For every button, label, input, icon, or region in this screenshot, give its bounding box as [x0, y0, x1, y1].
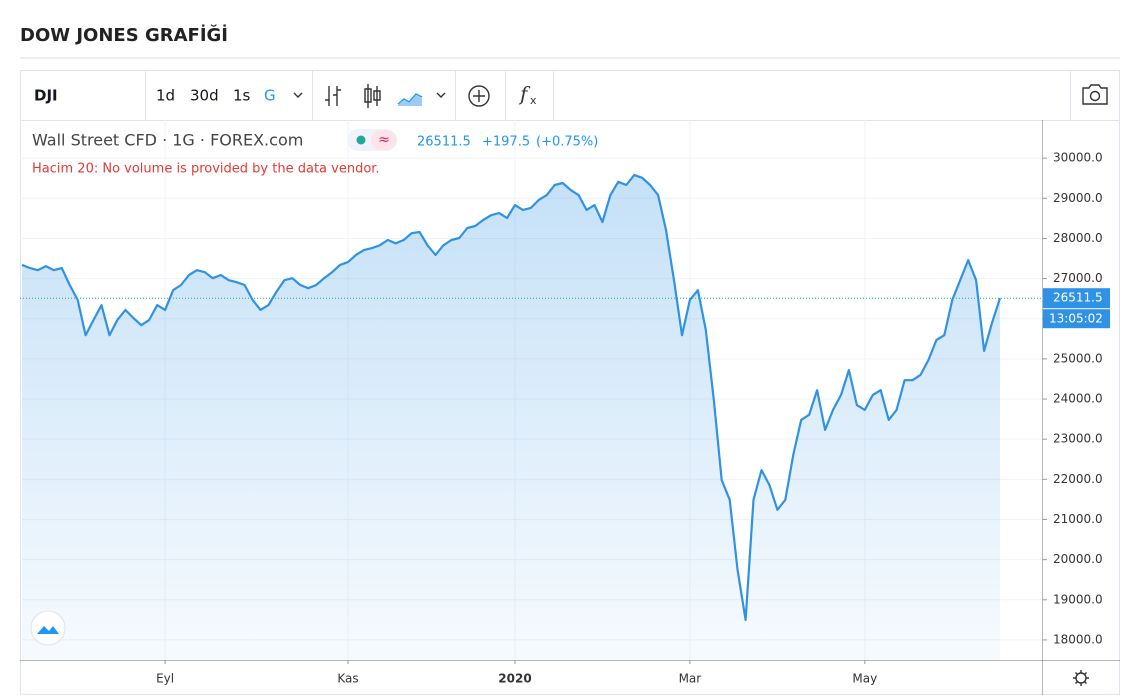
y-tick-label: 23000.0 — [1053, 432, 1103, 446]
compare-icon[interactable] — [468, 85, 490, 107]
y-tick-label: 18000.0 — [1053, 632, 1103, 646]
status-icon: ≈ — [378, 132, 390, 148]
legend-change: +197.5 — [482, 135, 530, 150]
logo-mark — [37, 626, 59, 634]
interval[interactable]: 1d — [156, 87, 175, 105]
y-tick-label: 19000.0 — [1053, 592, 1103, 606]
logo[interactable] — [30, 610, 66, 646]
candles-icon[interactable] — [364, 84, 381, 108]
area-fill — [22, 175, 1000, 660]
indicators-icon-x: x — [530, 94, 537, 107]
x-tick-label: May — [852, 672, 877, 686]
camera-icon[interactable] — [1082, 84, 1108, 105]
price-tag — [1043, 288, 1110, 309]
page-title: DOW JONES GRAFİĞİ — [20, 24, 228, 46]
time-tag-label: 13:05:02 — [1049, 312, 1103, 326]
legend-change-pct: (+0.75%) — [536, 135, 598, 150]
x-tick-label: Kas — [337, 672, 358, 686]
x-tick-label: 2020 — [498, 672, 531, 686]
y-tick-label: 29000.0 — [1053, 191, 1103, 205]
toolbar: DJI 1d 30d 1s G f x — [34, 71, 1108, 120]
dropdown-icon[interactable] — [436, 92, 446, 98]
dropdown-icon[interactable] — [293, 92, 303, 98]
price-line — [21, 173, 1002, 621]
area-icon[interactable] — [397, 93, 423, 105]
legend-title: Wall Street CFD · 1G · FOREX.com — [32, 131, 303, 150]
plot — [20, 120, 1042, 660]
x-tick-label: Mar — [679, 672, 702, 686]
x-tick-label: Eyl — [156, 672, 174, 686]
settings-teeth — [1073, 670, 1089, 686]
symbol[interactable]: DJI — [34, 87, 58, 105]
legend-price: 26511.5 — [417, 135, 471, 150]
y-tick-label: 22000.0 — [1053, 472, 1103, 486]
volume-note: Hacim 20: No volume is provided by the d… — [32, 162, 380, 177]
compare-plus — [473, 90, 485, 102]
time-tag — [1043, 309, 1110, 329]
y-tick-label: 30000.0 — [1053, 151, 1103, 165]
interval-active[interactable]: G — [264, 87, 276, 105]
status-delay — [371, 130, 397, 150]
interval[interactable]: 30d — [190, 87, 219, 105]
y-tick-label: 24000.0 — [1053, 392, 1103, 406]
y-tick-label: 25000.0 — [1053, 351, 1103, 365]
y-tick-label: 27000.0 — [1053, 271, 1103, 285]
y-tick-label: 21000.0 — [1053, 512, 1103, 526]
status-dot — [356, 135, 366, 145]
camera-lens — [1089, 90, 1101, 102]
interval[interactable]: 1s — [233, 87, 251, 105]
y-tick-label: 28000.0 — [1053, 231, 1103, 245]
bars-icon[interactable] — [325, 86, 341, 106]
y-tick-label: 20000.0 — [1053, 552, 1103, 566]
area-icon-fill — [398, 95, 422, 106]
price-tag-label: 26511.5 — [1053, 291, 1103, 305]
